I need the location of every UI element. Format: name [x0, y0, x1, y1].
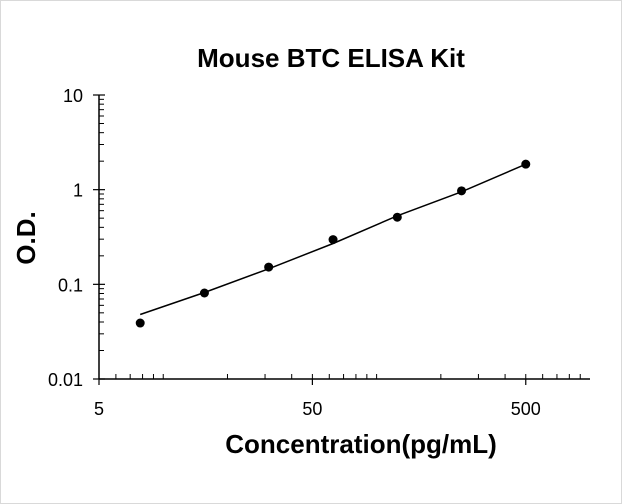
- x-tick-label: 500: [511, 399, 541, 419]
- y-tick-label: 0.01: [48, 370, 83, 390]
- x-tick-label: 5: [94, 399, 104, 419]
- y-tick-label: 10: [63, 86, 83, 106]
- y-tick-label: 1: [73, 181, 83, 201]
- x-tick-label: 50: [302, 399, 322, 419]
- data-points: [135, 159, 531, 328]
- ticks: 0.01 0.1 1 10 5 50 500: [48, 86, 581, 419]
- data-point: [521, 159, 531, 169]
- data-point: [264, 262, 274, 272]
- y-axis-label: O.D.: [11, 211, 41, 264]
- y-tick-label: 0.1: [58, 275, 83, 295]
- chart-title: Mouse BTC ELISA Kit: [197, 43, 465, 73]
- data-point: [328, 235, 338, 245]
- data-point: [135, 318, 145, 328]
- data-point: [199, 288, 209, 298]
- data-point: [392, 212, 402, 222]
- data-point: [457, 186, 467, 196]
- x-axis-label: Concentration(pg/mL): [225, 429, 497, 459]
- axes: [98, 95, 590, 380]
